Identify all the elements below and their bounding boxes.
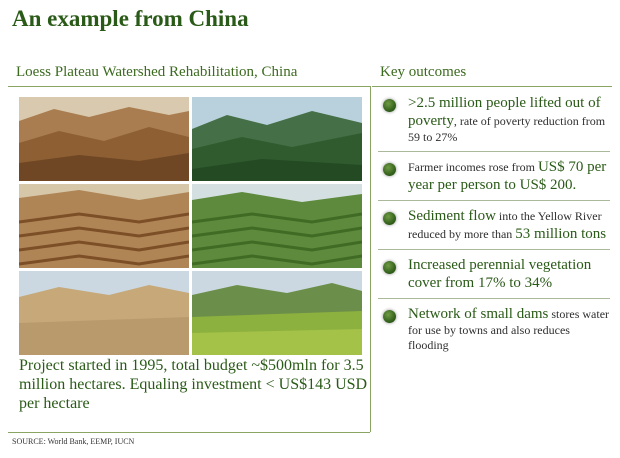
outcome-text: Sediment flow into the Yellow River redu… [408, 208, 607, 242]
project-summary: Project started in 1995, total budget ~$… [19, 357, 368, 412]
section-heading-project: Loess Plateau Watershed Rehabilitation, … [16, 64, 298, 80]
photo-before-1 [19, 97, 189, 181]
outcome-item: >2.5 million people lifted out of povert… [378, 88, 610, 152]
page-title: An example from China [12, 6, 249, 31]
bullet-icon [383, 99, 396, 112]
outcome-item: Sediment flow into the Yellow River redu… [378, 201, 610, 250]
photo-after-1 [192, 97, 362, 181]
divider-bottom [8, 432, 370, 433]
source-note: SOURCE: World Bank, EEMP, IUCN [12, 437, 135, 446]
outcome-item: Network of small dams stores water for u… [378, 299, 610, 359]
outcome-text: Farmer incomes rose from US$ 70 per year… [408, 159, 607, 193]
photo-before-2 [19, 184, 189, 268]
outcome-text: Network of small dams stores water for u… [408, 306, 610, 352]
photo-before-3 [19, 271, 189, 355]
divider-right [372, 86, 612, 87]
bullet-icon [383, 163, 396, 176]
column-divider [370, 86, 371, 432]
outcomes-list: >2.5 million people lifted out of povert… [378, 88, 610, 359]
photo-grid [19, 97, 362, 355]
outcome-text: Increased perennial vegetation cover fro… [408, 257, 592, 291]
outcome-item: Increased perennial vegetation cover fro… [378, 250, 610, 299]
bullet-icon [383, 212, 396, 225]
divider-left [8, 86, 370, 87]
photo-after-2 [192, 184, 362, 268]
outcome-item: Farmer incomes rose from US$ 70 per year… [378, 152, 610, 201]
photo-after-3 [192, 271, 362, 355]
outcome-text: >2.5 million people lifted out of povert… [408, 95, 606, 144]
bullet-icon [383, 310, 396, 323]
bullet-icon [383, 261, 396, 274]
section-heading-outcomes: Key outcomes [380, 64, 467, 80]
